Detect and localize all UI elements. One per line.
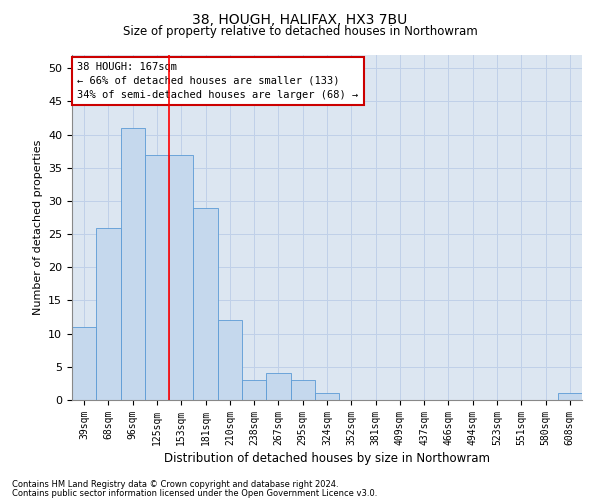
- Text: 38 HOUGH: 167sqm
← 66% of detached houses are smaller (133)
34% of semi-detached: 38 HOUGH: 167sqm ← 66% of detached house…: [77, 62, 358, 100]
- Text: Size of property relative to detached houses in Northowram: Size of property relative to detached ho…: [122, 25, 478, 38]
- Y-axis label: Number of detached properties: Number of detached properties: [32, 140, 43, 315]
- Text: 38, HOUGH, HALIFAX, HX3 7BU: 38, HOUGH, HALIFAX, HX3 7BU: [193, 12, 407, 26]
- Bar: [558, 394, 582, 400]
- Bar: [169, 154, 193, 400]
- Bar: [290, 380, 315, 400]
- Bar: [315, 394, 339, 400]
- X-axis label: Distribution of detached houses by size in Northowram: Distribution of detached houses by size …: [164, 452, 490, 465]
- Bar: [218, 320, 242, 400]
- Bar: [72, 327, 96, 400]
- Bar: [193, 208, 218, 400]
- Text: Contains public sector information licensed under the Open Government Licence v3: Contains public sector information licen…: [12, 489, 377, 498]
- Bar: [266, 374, 290, 400]
- Bar: [121, 128, 145, 400]
- Bar: [242, 380, 266, 400]
- Bar: [96, 228, 121, 400]
- Bar: [145, 154, 169, 400]
- Text: Contains HM Land Registry data © Crown copyright and database right 2024.: Contains HM Land Registry data © Crown c…: [12, 480, 338, 489]
